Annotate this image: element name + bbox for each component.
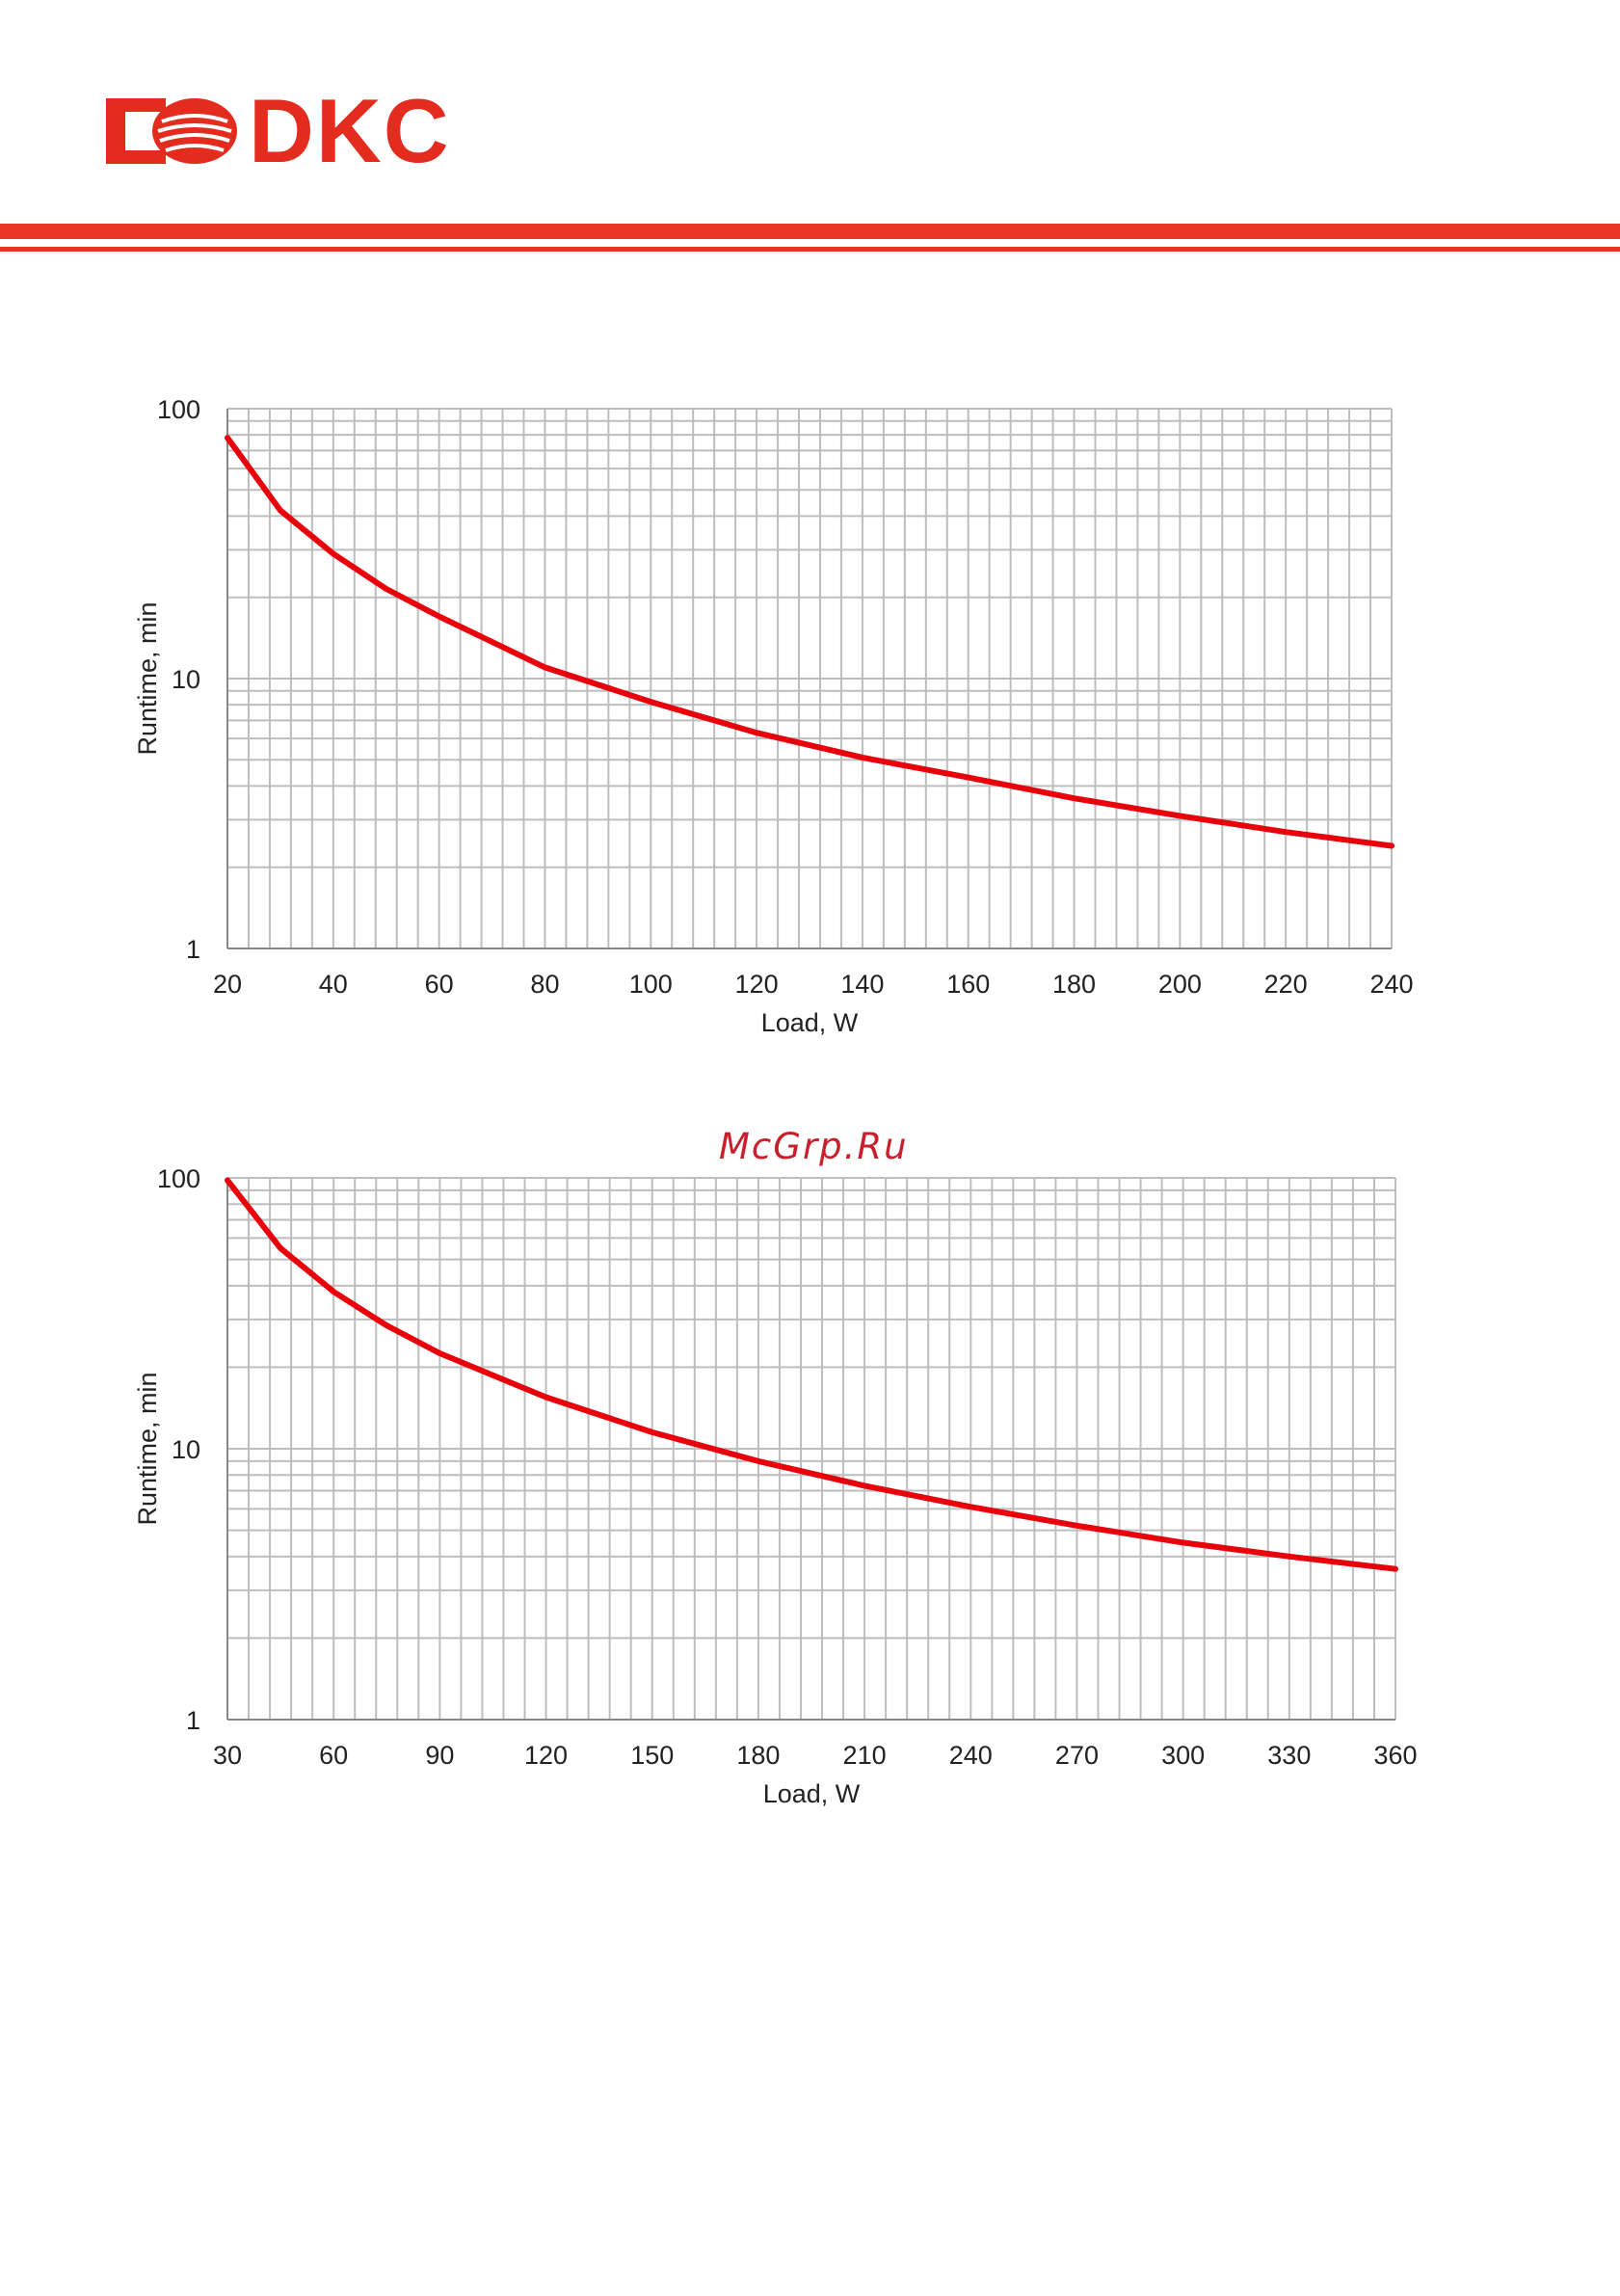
watermark-text: McGrp.Ru	[719, 1126, 909, 1167]
x-tick-label: 210	[843, 1741, 887, 1770]
x-tick-label: 240	[949, 1741, 993, 1770]
grid-lines	[226, 408, 1393, 949]
x-tick-label: 180	[1052, 970, 1096, 999]
y-tick-label: 100	[157, 1164, 200, 1193]
y-tick-label: 10	[172, 665, 200, 694]
runtime-chart-1: 20 40 60 80 100 120 140 160 180 200 220 240 1 10 100 Lo…	[133, 395, 1414, 1037]
x-tick-label: 100	[629, 970, 673, 999]
y-tick-label: 1	[186, 1706, 200, 1735]
y-axis-label: Runtime, min	[133, 601, 162, 755]
header-band-thick	[0, 224, 1620, 239]
x-tick-label: 270	[1055, 1741, 1099, 1770]
logo-emblem-icon	[106, 98, 237, 164]
y-tick-label: 1	[186, 935, 200, 964]
x-tick-label: 60	[319, 1741, 348, 1770]
y-axis-label: Runtime, min	[133, 1372, 162, 1525]
x-tick-label: 60	[425, 970, 454, 999]
y-tick-label: 10	[172, 1435, 200, 1464]
x-tick-label: 120	[735, 970, 779, 999]
x-tick-label: 240	[1369, 970, 1413, 999]
x-tick-label: 160	[946, 970, 990, 999]
header-band-thin	[0, 247, 1620, 252]
runtime-curve	[225, 1177, 1398, 1572]
x-tick-label: 120	[524, 1741, 568, 1770]
x-tick-label: 90	[425, 1741, 454, 1770]
x-tick-label: 300	[1161, 1741, 1205, 1770]
x-tick-label: 80	[530, 970, 559, 999]
logo-brand-text: DKC	[249, 80, 451, 181]
y-tick-label: 100	[157, 395, 200, 424]
x-tick-label: 20	[213, 970, 242, 999]
dkc-logo: DKC	[102, 83, 531, 179]
grid-lines	[226, 1177, 1396, 1721]
x-tick-label: 200	[1158, 970, 1202, 999]
x-tick-label: 150	[630, 1741, 674, 1770]
runtime-chart-2: 30 60 90 120 150 180 210 240 270 300 330 360 1 10 100 L…	[133, 1164, 1418, 1808]
x-tick-label: 140	[840, 970, 884, 999]
x-axis-label: Load, W	[761, 1008, 859, 1037]
x-tick-label: 360	[1373, 1741, 1417, 1770]
x-tick-label: 330	[1267, 1741, 1311, 1770]
x-axis-label: Load, W	[763, 1779, 861, 1808]
x-tick-label: 220	[1264, 970, 1308, 999]
x-tick-label: 180	[736, 1741, 780, 1770]
runtime-curve	[225, 435, 1394, 849]
x-tick-label: 40	[319, 970, 348, 999]
x-tick-label: 30	[213, 1741, 242, 1770]
